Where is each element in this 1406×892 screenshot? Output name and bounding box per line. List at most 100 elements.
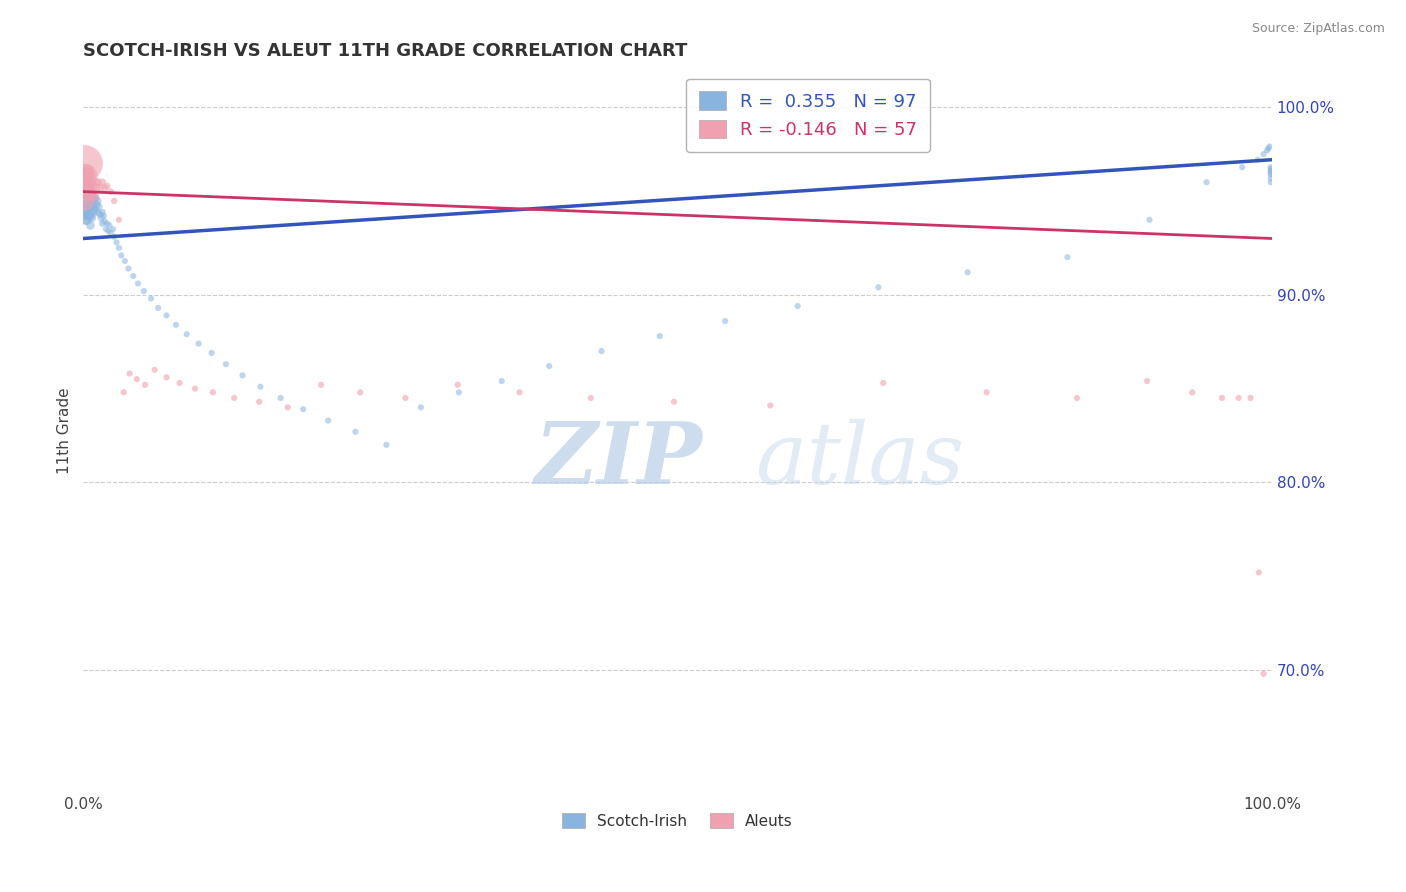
- Point: [249, 380, 271, 394]
- Point: [86, 194, 108, 208]
- Point: [155, 309, 177, 323]
- Legend: Scotch-Irish, Aleuts: Scotch-Irish, Aleuts: [555, 806, 799, 835]
- Point: [80, 211, 103, 225]
- Point: [125, 372, 148, 386]
- Point: [309, 377, 332, 392]
- Point: [579, 391, 602, 405]
- Point: [538, 359, 561, 373]
- Point: [100, 226, 122, 240]
- Point: [76, 203, 98, 218]
- Point: [77, 198, 100, 212]
- Text: Source: ZipAtlas.com: Source: ZipAtlas.com: [1251, 22, 1385, 36]
- Point: [86, 198, 108, 212]
- Point: [146, 301, 169, 315]
- Text: SCOTCH-IRISH VS ALEUT 11TH GRADE CORRELATION CHART: SCOTCH-IRISH VS ALEUT 11TH GRADE CORRELA…: [83, 42, 688, 60]
- Point: [1195, 175, 1218, 189]
- Point: [103, 229, 125, 244]
- Text: atlas: atlas: [755, 418, 965, 501]
- Point: [76, 194, 98, 208]
- Point: [232, 368, 254, 383]
- Point: [1211, 391, 1233, 405]
- Point: [82, 205, 104, 219]
- Point: [101, 222, 124, 236]
- Point: [89, 207, 111, 221]
- Point: [77, 166, 100, 180]
- Point: [215, 357, 238, 371]
- Point: [108, 241, 131, 255]
- Point: [73, 169, 96, 184]
- Point: [1260, 160, 1282, 174]
- Point: [118, 367, 141, 381]
- Point: [184, 382, 207, 396]
- Point: [187, 336, 209, 351]
- Point: [409, 401, 432, 415]
- Point: [77, 178, 100, 193]
- Point: [77, 169, 100, 184]
- Point: [132, 284, 155, 298]
- Point: [1239, 391, 1261, 405]
- Point: [103, 194, 125, 208]
- Point: [96, 217, 118, 231]
- Point: [134, 377, 156, 392]
- Point: [247, 394, 270, 409]
- Point: [73, 194, 96, 208]
- Point: [77, 207, 100, 221]
- Point: [316, 413, 339, 427]
- Point: [224, 391, 246, 405]
- Point: [76, 171, 98, 186]
- Point: [76, 212, 98, 227]
- Point: [75, 194, 97, 208]
- Point: [508, 385, 530, 400]
- Point: [73, 194, 96, 208]
- Point: [1246, 153, 1268, 167]
- Point: [786, 299, 808, 313]
- Point: [1260, 168, 1282, 182]
- Point: [86, 205, 108, 219]
- Point: [1247, 566, 1270, 580]
- Point: [349, 385, 371, 400]
- Point: [76, 185, 98, 199]
- Point: [79, 198, 101, 212]
- Point: [1256, 144, 1278, 158]
- Point: [82, 185, 104, 199]
- Point: [117, 261, 139, 276]
- Point: [201, 346, 224, 360]
- Point: [1260, 166, 1282, 180]
- Point: [79, 188, 101, 202]
- Point: [1260, 164, 1282, 178]
- Point: [98, 219, 121, 233]
- Point: [292, 402, 315, 417]
- Point: [956, 265, 979, 279]
- Point: [83, 192, 105, 206]
- Point: [143, 363, 166, 377]
- Point: [176, 327, 198, 342]
- Point: [91, 205, 114, 219]
- Point: [1260, 162, 1282, 177]
- Point: [77, 185, 100, 199]
- Point: [77, 190, 100, 204]
- Point: [83, 190, 105, 204]
- Point: [94, 222, 117, 236]
- Point: [277, 401, 299, 415]
- Point: [83, 203, 105, 218]
- Point: [75, 166, 97, 180]
- Point: [80, 178, 103, 193]
- Point: [77, 194, 100, 208]
- Point: [79, 209, 101, 223]
- Point: [344, 425, 367, 439]
- Point: [75, 185, 97, 199]
- Point: [112, 385, 135, 400]
- Point: [80, 200, 103, 214]
- Point: [759, 399, 782, 413]
- Point: [79, 219, 101, 233]
- Point: [169, 376, 191, 390]
- Point: [1139, 212, 1161, 227]
- Point: [90, 211, 112, 225]
- Point: [77, 178, 100, 193]
- Point: [82, 194, 104, 208]
- Point: [93, 181, 115, 195]
- Point: [1181, 385, 1204, 400]
- Point: [87, 200, 110, 214]
- Point: [84, 175, 107, 189]
- Point: [84, 190, 107, 204]
